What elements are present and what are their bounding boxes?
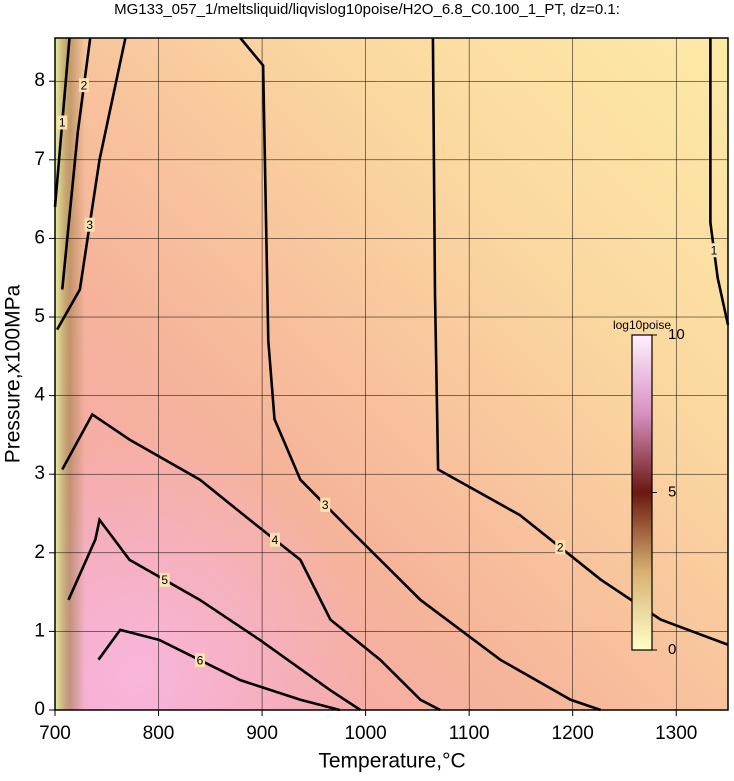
- contour-label-box: [57, 115, 68, 130]
- plot-area: [55, 38, 728, 710]
- chart-title: MG133_057_1/meltsliquid/liqvislog10poise…: [114, 1, 620, 18]
- y-tick-label: 7: [34, 149, 45, 170]
- x-axis-label: Temperature,°C: [318, 750, 465, 773]
- contour-label-box: [84, 217, 95, 232]
- contour-label-box: [78, 78, 89, 93]
- x-tick-label: 900: [246, 723, 278, 744]
- field-shade: [55, 38, 728, 710]
- colorbar-tick-label: 5: [668, 483, 676, 500]
- y-tick-label: 8: [34, 70, 45, 91]
- y-tick-label: 3: [34, 463, 45, 484]
- contour-label: 3: [86, 218, 93, 232]
- contour-label: 2: [557, 540, 564, 554]
- field-edge: [55, 38, 85, 710]
- contour-label: 1: [711, 243, 718, 257]
- colorbar-label: log10poise: [613, 318, 671, 332]
- contour-label-box: [159, 572, 170, 587]
- x-tick-label: 1200: [552, 723, 594, 744]
- x-tick-label: 1000: [344, 723, 386, 744]
- x-tick-label: 1100: [449, 723, 490, 744]
- y-tick-label: 5: [34, 306, 45, 327]
- y-tick-label: 0: [34, 699, 45, 720]
- y-axis-label: Pressure,x100MPa: [2, 284, 25, 463]
- contour-label: 6: [197, 653, 204, 667]
- contour-label: 3: [322, 498, 329, 512]
- contour-label-box: [194, 653, 205, 668]
- contour-label: 5: [161, 573, 168, 587]
- x-tick-label: 700: [39, 723, 71, 744]
- x-tick-label: 1300: [655, 723, 697, 744]
- colorbar: [631, 334, 653, 651]
- contour-line: [431, 37, 729, 646]
- contour-label-box: [555, 540, 566, 555]
- y-tick-label: 4: [34, 385, 45, 406]
- y-tick-label: 1: [34, 620, 45, 641]
- contour-label-box: [709, 243, 720, 258]
- plot-frame: [54, 37, 729, 711]
- contour-label: 1: [59, 116, 66, 130]
- colorbar-tick-label: 10: [668, 326, 685, 343]
- y-tick-label: 6: [34, 227, 45, 248]
- colorbar-tick-label: 0: [668, 641, 676, 658]
- contour-line: [60, 37, 92, 290]
- contour-label-box: [320, 497, 331, 512]
- y-tick-label: 2: [34, 542, 45, 563]
- contour-label-box: [270, 532, 281, 547]
- x-tick-label: 800: [143, 723, 175, 744]
- contour-label: 4: [272, 533, 279, 547]
- contour-label: 2: [81, 78, 88, 92]
